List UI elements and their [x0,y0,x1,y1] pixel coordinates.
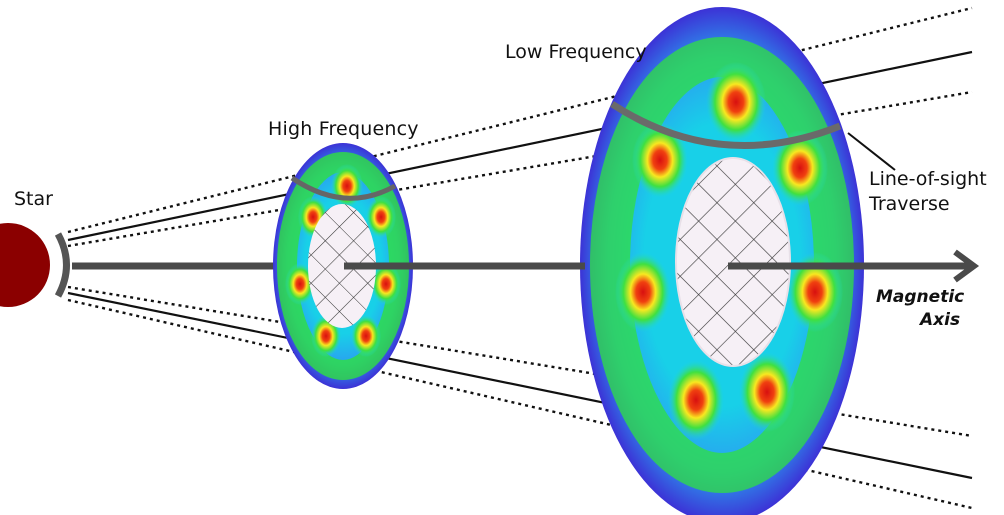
hotspot [632,122,688,198]
hotspot [351,315,381,357]
line-of-sight-label-traverse: Traverse [869,193,950,215]
star [0,223,50,307]
hotspot [787,252,843,332]
low-frequency-beam [580,7,864,515]
magnetic-axis-arrowhead [953,249,980,283]
high-frequency-line-of-sight-arc [290,175,397,201]
star-label: Star [14,188,53,210]
hotspot [285,263,315,305]
hotspot [772,130,828,206]
beam-line-lower-dotted-outer [67,298,973,510]
high-frequency-label: High Frequency [268,118,419,140]
magnetic-axis-label-axis: Axis [920,310,961,330]
hotspot [615,252,671,332]
line-of-sight-label: Line-of-sight [869,168,987,190]
hotspot [668,360,724,440]
hotspot [706,62,766,142]
high-frequency-core [308,204,376,328]
hotspot [331,164,363,208]
hotspot [366,196,396,238]
low-frequency-line-of-sight-arc [610,101,842,149]
hotspot [371,263,401,305]
beam-line-upper-dotted-outer [67,6,973,234]
low-frequency-label: Low Frequency [505,41,647,63]
line-of-sight-pointer [847,132,896,171]
low-frequency-core [675,157,791,367]
high-frequency-beam [273,143,413,389]
hotspot [739,352,795,432]
magnetic-axis-label: Magnetic [876,287,965,307]
star-emission-arc [54,232,70,298]
